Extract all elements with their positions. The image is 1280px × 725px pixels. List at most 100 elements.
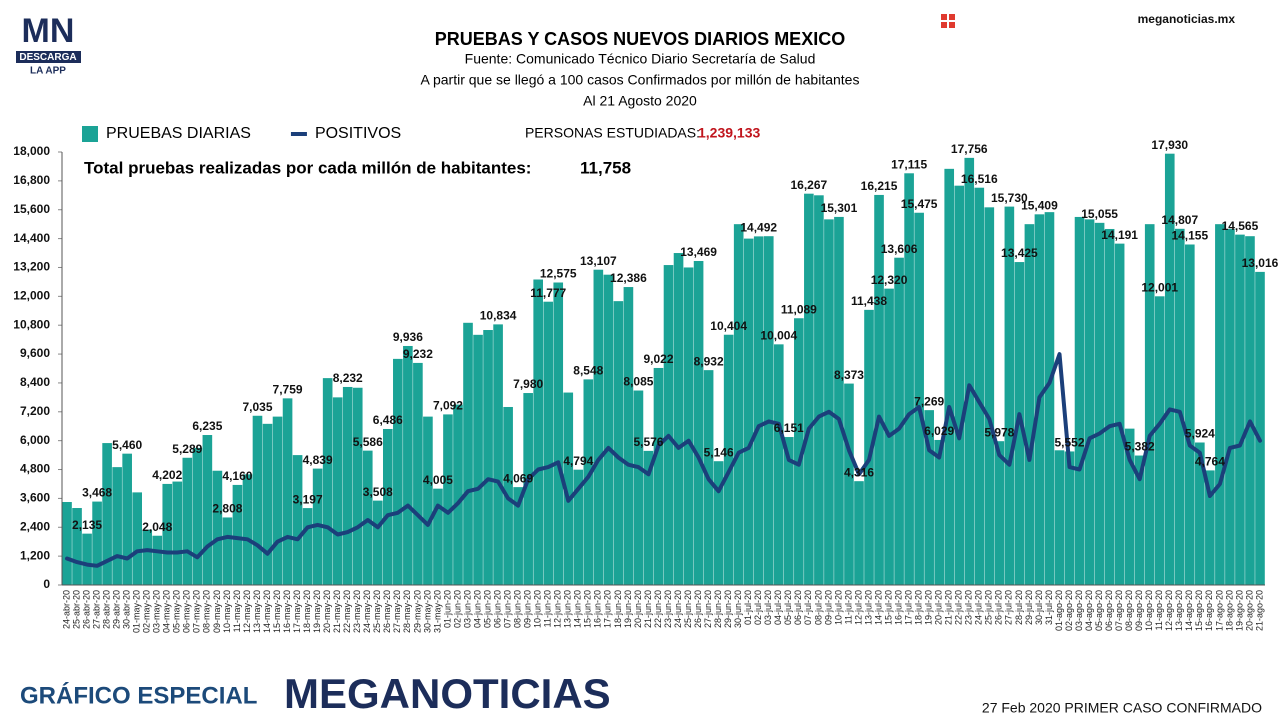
value-label: 13,606	[881, 242, 918, 256]
y-tick-label: 1,200	[20, 548, 50, 562]
x-tick-label: 09-ago-20	[1134, 590, 1144, 631]
bar	[523, 393, 533, 585]
bar	[924, 410, 934, 585]
x-tick-label: 28-may-20	[402, 590, 412, 633]
value-label: 13,107	[580, 254, 617, 268]
x-tick-label: 22-may-20	[342, 590, 352, 633]
x-tick-label: 06-jul-20	[793, 590, 803, 625]
x-tick-label: 03-may-20	[152, 590, 162, 633]
value-label: 3,508	[363, 485, 393, 499]
x-tick-label: 13-jun-20	[563, 590, 573, 628]
bar	[1074, 216, 1085, 585]
x-tick-label: 11-may-20	[232, 590, 242, 632]
bar	[934, 439, 944, 585]
bar	[1144, 224, 1155, 585]
y-tick-label: 9,600	[20, 346, 50, 360]
per-million-label: Total pruebas realizadas por cada millón…	[84, 158, 531, 177]
bar	[172, 481, 183, 585]
bar	[152, 535, 163, 585]
bar	[533, 279, 543, 585]
bar	[984, 207, 995, 586]
value-label: 8,232	[333, 371, 363, 385]
logo-sub: DESCARGA	[19, 52, 76, 63]
x-tick-label: 01-jun-20	[442, 590, 452, 628]
bar	[483, 330, 493, 585]
bar	[593, 269, 604, 585]
value-label: 3,197	[293, 492, 323, 506]
bar	[222, 517, 233, 585]
value-label: 7,269	[914, 394, 944, 408]
value-label: 10,004	[760, 329, 797, 343]
bar	[683, 267, 694, 585]
x-tick-label: 19-jun-20	[623, 590, 633, 628]
x-tick-label: 18-jul-20	[914, 590, 924, 625]
bar	[1044, 212, 1055, 585]
bar	[1094, 222, 1105, 585]
bar	[1235, 234, 1245, 585]
footer-left: GRÁFICO ESPECIAL	[20, 681, 257, 709]
value-label: 6,029	[924, 424, 954, 438]
x-tick-label: 13-jul-20	[863, 590, 873, 625]
x-tick-label: 18-may-20	[302, 590, 312, 633]
bar	[372, 500, 383, 585]
bar	[1185, 244, 1195, 586]
x-tick-label: 08-jul-20	[813, 590, 823, 625]
value-label: 17,756	[951, 142, 988, 156]
bar	[182, 457, 193, 585]
x-tick-label: 29-may-20	[412, 590, 422, 633]
x-tick-label: 27-abr-20	[91, 590, 101, 629]
value-label: 12,001	[1141, 280, 1178, 294]
bar	[974, 187, 985, 586]
value-label: 4,202	[152, 468, 182, 482]
logo-box	[16, 15, 81, 51]
value-label: 13,016	[1242, 256, 1279, 270]
bar	[844, 383, 854, 585]
x-tick-label: 18-jun-20	[613, 590, 623, 628]
x-tick-label: 10-jun-20	[533, 590, 543, 628]
value-label: 8,085	[623, 375, 653, 389]
x-tick-label: 17-jul-20	[903, 590, 913, 625]
x-tick-label: 30-abr-20	[122, 590, 132, 629]
value-label: 5,146	[704, 445, 734, 459]
value-label: 17,930	[1151, 138, 1188, 152]
bar	[723, 334, 734, 585]
bar	[613, 301, 624, 585]
value-label: 16,215	[861, 179, 898, 193]
x-tick-label: 25-abr-20	[71, 590, 81, 629]
x-tick-label: 15-jul-20	[883, 590, 893, 625]
x-tick-label: 16-may-20	[282, 590, 292, 633]
value-label: 4,160	[222, 469, 252, 483]
y-tick-label: 2,400	[20, 519, 50, 533]
x-tick-label: 14-ago-20	[1184, 590, 1194, 631]
x-tick-label: 02-ago-20	[1064, 590, 1074, 631]
per-million-value: 11,758	[580, 158, 631, 177]
x-tick-label: 07-jul-20	[803, 590, 813, 625]
x-tick-label: 12-ago-20	[1164, 590, 1174, 631]
legend-label: POSITIVOS	[315, 125, 401, 142]
x-tick-label: 22-jun-20	[653, 590, 663, 628]
value-label: 13,425	[1001, 246, 1038, 260]
x-tick-label: 29-abr-20	[112, 590, 122, 629]
x-tick-label: 20-ago-20	[1244, 590, 1254, 631]
bar	[1164, 153, 1175, 585]
bar	[1024, 224, 1035, 585]
bar	[92, 501, 102, 585]
legend-swatch	[82, 126, 98, 142]
value-label: 4,794	[563, 454, 593, 468]
value-label: 7,092	[433, 399, 463, 413]
y-tick-label: 16,800	[13, 173, 50, 187]
bar	[553, 282, 564, 585]
icon	[941, 14, 955, 28]
x-tick-label: 06-jun-20	[492, 590, 502, 628]
bar	[583, 379, 594, 585]
bar	[1124, 428, 1135, 585]
value-label: 15,475	[901, 197, 938, 211]
bar	[763, 236, 774, 585]
value-label: 7,035	[242, 400, 272, 414]
bar	[733, 224, 744, 585]
x-tick-label: 13-ago-20	[1174, 590, 1184, 631]
bar	[142, 529, 153, 585]
x-tick-label: 21-may-20	[332, 590, 342, 633]
x-tick-label: 03-jun-20	[462, 590, 472, 628]
x-tick-label: 19-ago-20	[1234, 590, 1244, 631]
